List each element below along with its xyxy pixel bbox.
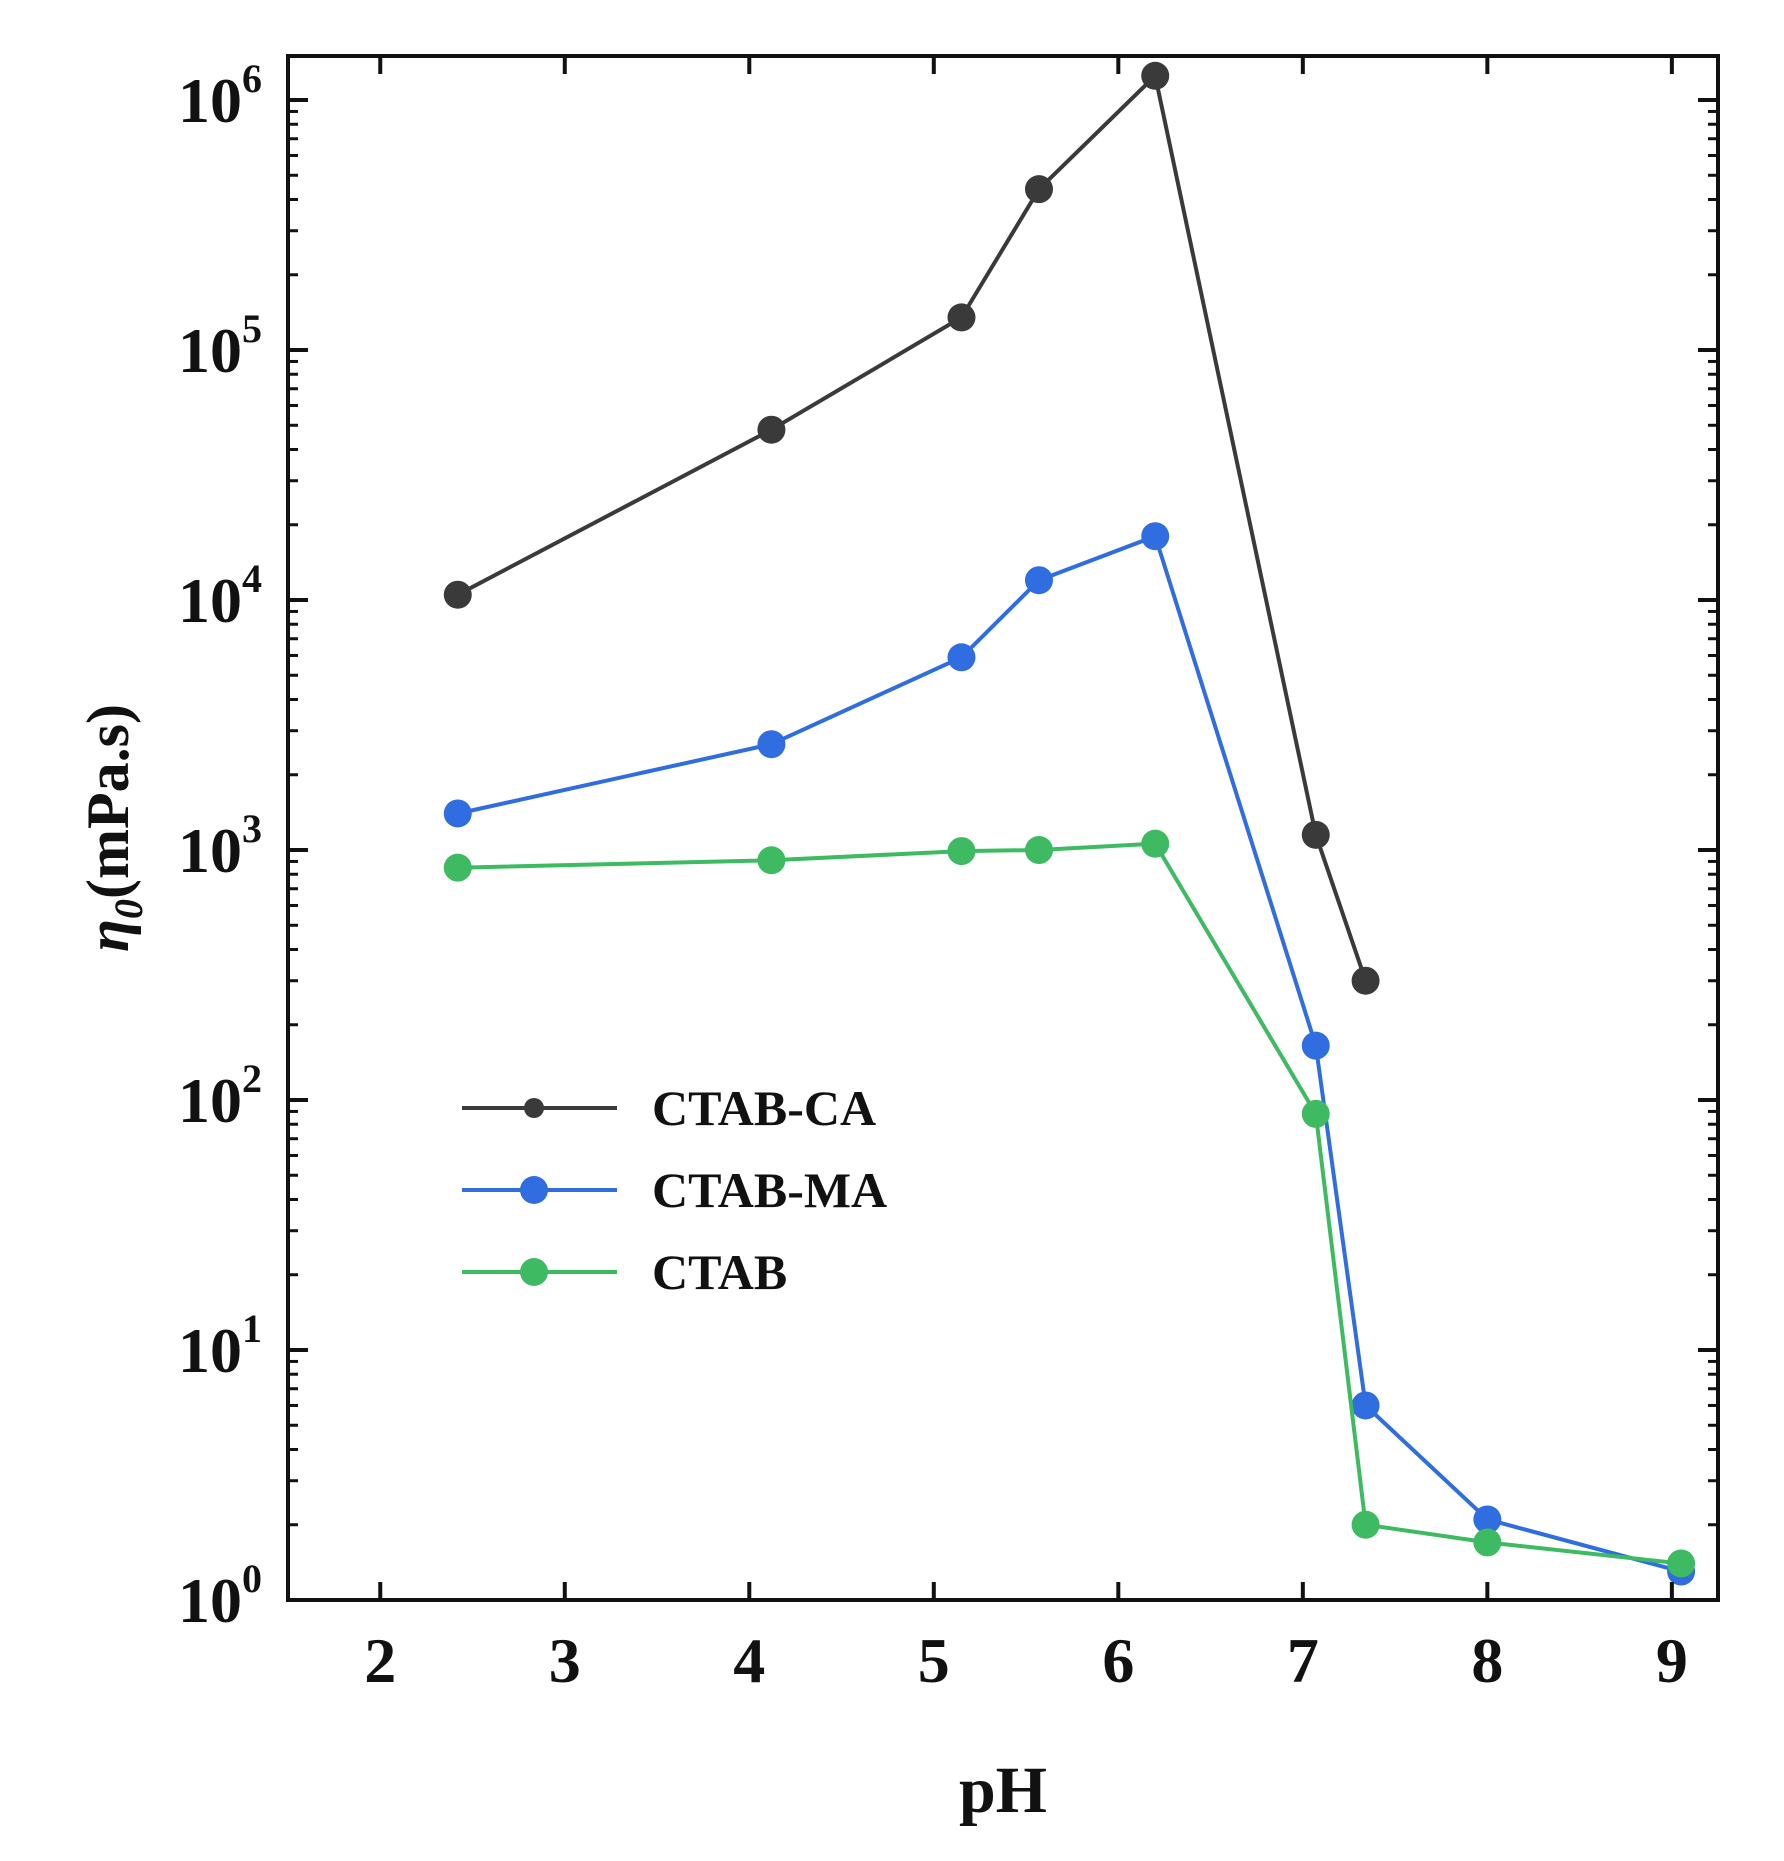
series-ctab xyxy=(443,829,1696,1578)
series-ctab-ca xyxy=(443,61,1380,995)
legend-swatch-marker xyxy=(524,1098,544,1118)
series-layer xyxy=(443,61,1696,1586)
y-tick-exponent: 3 xyxy=(242,806,262,851)
data-point xyxy=(443,580,472,609)
y-tick-exponent: 1 xyxy=(242,1306,262,1351)
data-point xyxy=(757,846,786,875)
data-point xyxy=(1024,836,1053,865)
y-tick-exponent: 0 xyxy=(242,1556,262,1601)
data-point xyxy=(947,303,976,332)
y-axis-label-symbol: η xyxy=(75,919,141,952)
data-point xyxy=(1141,829,1170,858)
data-point xyxy=(443,853,472,882)
plot-frame xyxy=(286,54,1720,1602)
data-point xyxy=(1667,1549,1696,1578)
y-axis-label-subscript: 0 xyxy=(106,899,151,919)
y-tick-label: 106 xyxy=(178,56,262,136)
x-axis-label: pH xyxy=(959,1754,1047,1827)
data-point xyxy=(1351,1391,1380,1420)
data-point xyxy=(757,415,786,444)
x-tick-label: 6 xyxy=(1102,1625,1134,1696)
x-tick-label: 7 xyxy=(1287,1625,1319,1696)
legend-swatch-marker xyxy=(520,1258,548,1286)
x-tick-label: 3 xyxy=(549,1625,581,1696)
legend-label: CTAB-MA xyxy=(652,1162,887,1218)
data-point xyxy=(947,643,976,672)
legend: CTAB-CA CTAB-MA CTAB xyxy=(462,1080,887,1300)
legend-label: CTAB-CA xyxy=(652,1080,876,1136)
data-point xyxy=(1141,522,1170,551)
data-point xyxy=(1024,566,1053,595)
data-point xyxy=(443,799,472,828)
data-point xyxy=(1141,61,1170,90)
legend-item: CTAB-CA xyxy=(462,1080,876,1136)
data-point xyxy=(1024,175,1053,204)
legend-label: CTAB xyxy=(652,1244,787,1300)
data-point xyxy=(1301,1031,1330,1060)
x-tick-label: 2 xyxy=(364,1625,396,1696)
y-tick-label: 103 xyxy=(178,806,262,886)
x-axis: 2 3 4 5 6 7 8 9 xyxy=(364,56,1688,1696)
x-tick-label: 9 xyxy=(1656,1625,1688,1696)
data-point xyxy=(1301,1099,1330,1128)
series-ctab-ma xyxy=(443,522,1696,1586)
x-tick-label: 5 xyxy=(918,1625,950,1696)
y-tick-exponent: 2 xyxy=(242,1056,262,1101)
y-tick-exponent: 5 xyxy=(242,306,262,351)
legend-item: CTAB xyxy=(462,1244,787,1300)
y-axis-label-units: (mPa.s) xyxy=(75,704,141,899)
data-point xyxy=(947,837,976,866)
y-tick-exponent: 4 xyxy=(242,556,262,601)
y-axis-label: η0(mPa.s) xyxy=(75,704,151,952)
y-tick-exponent: 6 xyxy=(242,56,262,101)
data-point xyxy=(757,730,786,759)
data-point xyxy=(1473,1505,1502,1534)
data-point xyxy=(1351,966,1380,995)
legend-item: CTAB-MA xyxy=(462,1162,887,1218)
x-tick-label: 4 xyxy=(733,1625,765,1696)
x-tick-label: 8 xyxy=(1471,1625,1503,1696)
data-point xyxy=(1351,1510,1380,1539)
data-point xyxy=(1473,1528,1502,1557)
data-point xyxy=(1301,820,1330,849)
legend-swatch-marker xyxy=(520,1176,548,1204)
